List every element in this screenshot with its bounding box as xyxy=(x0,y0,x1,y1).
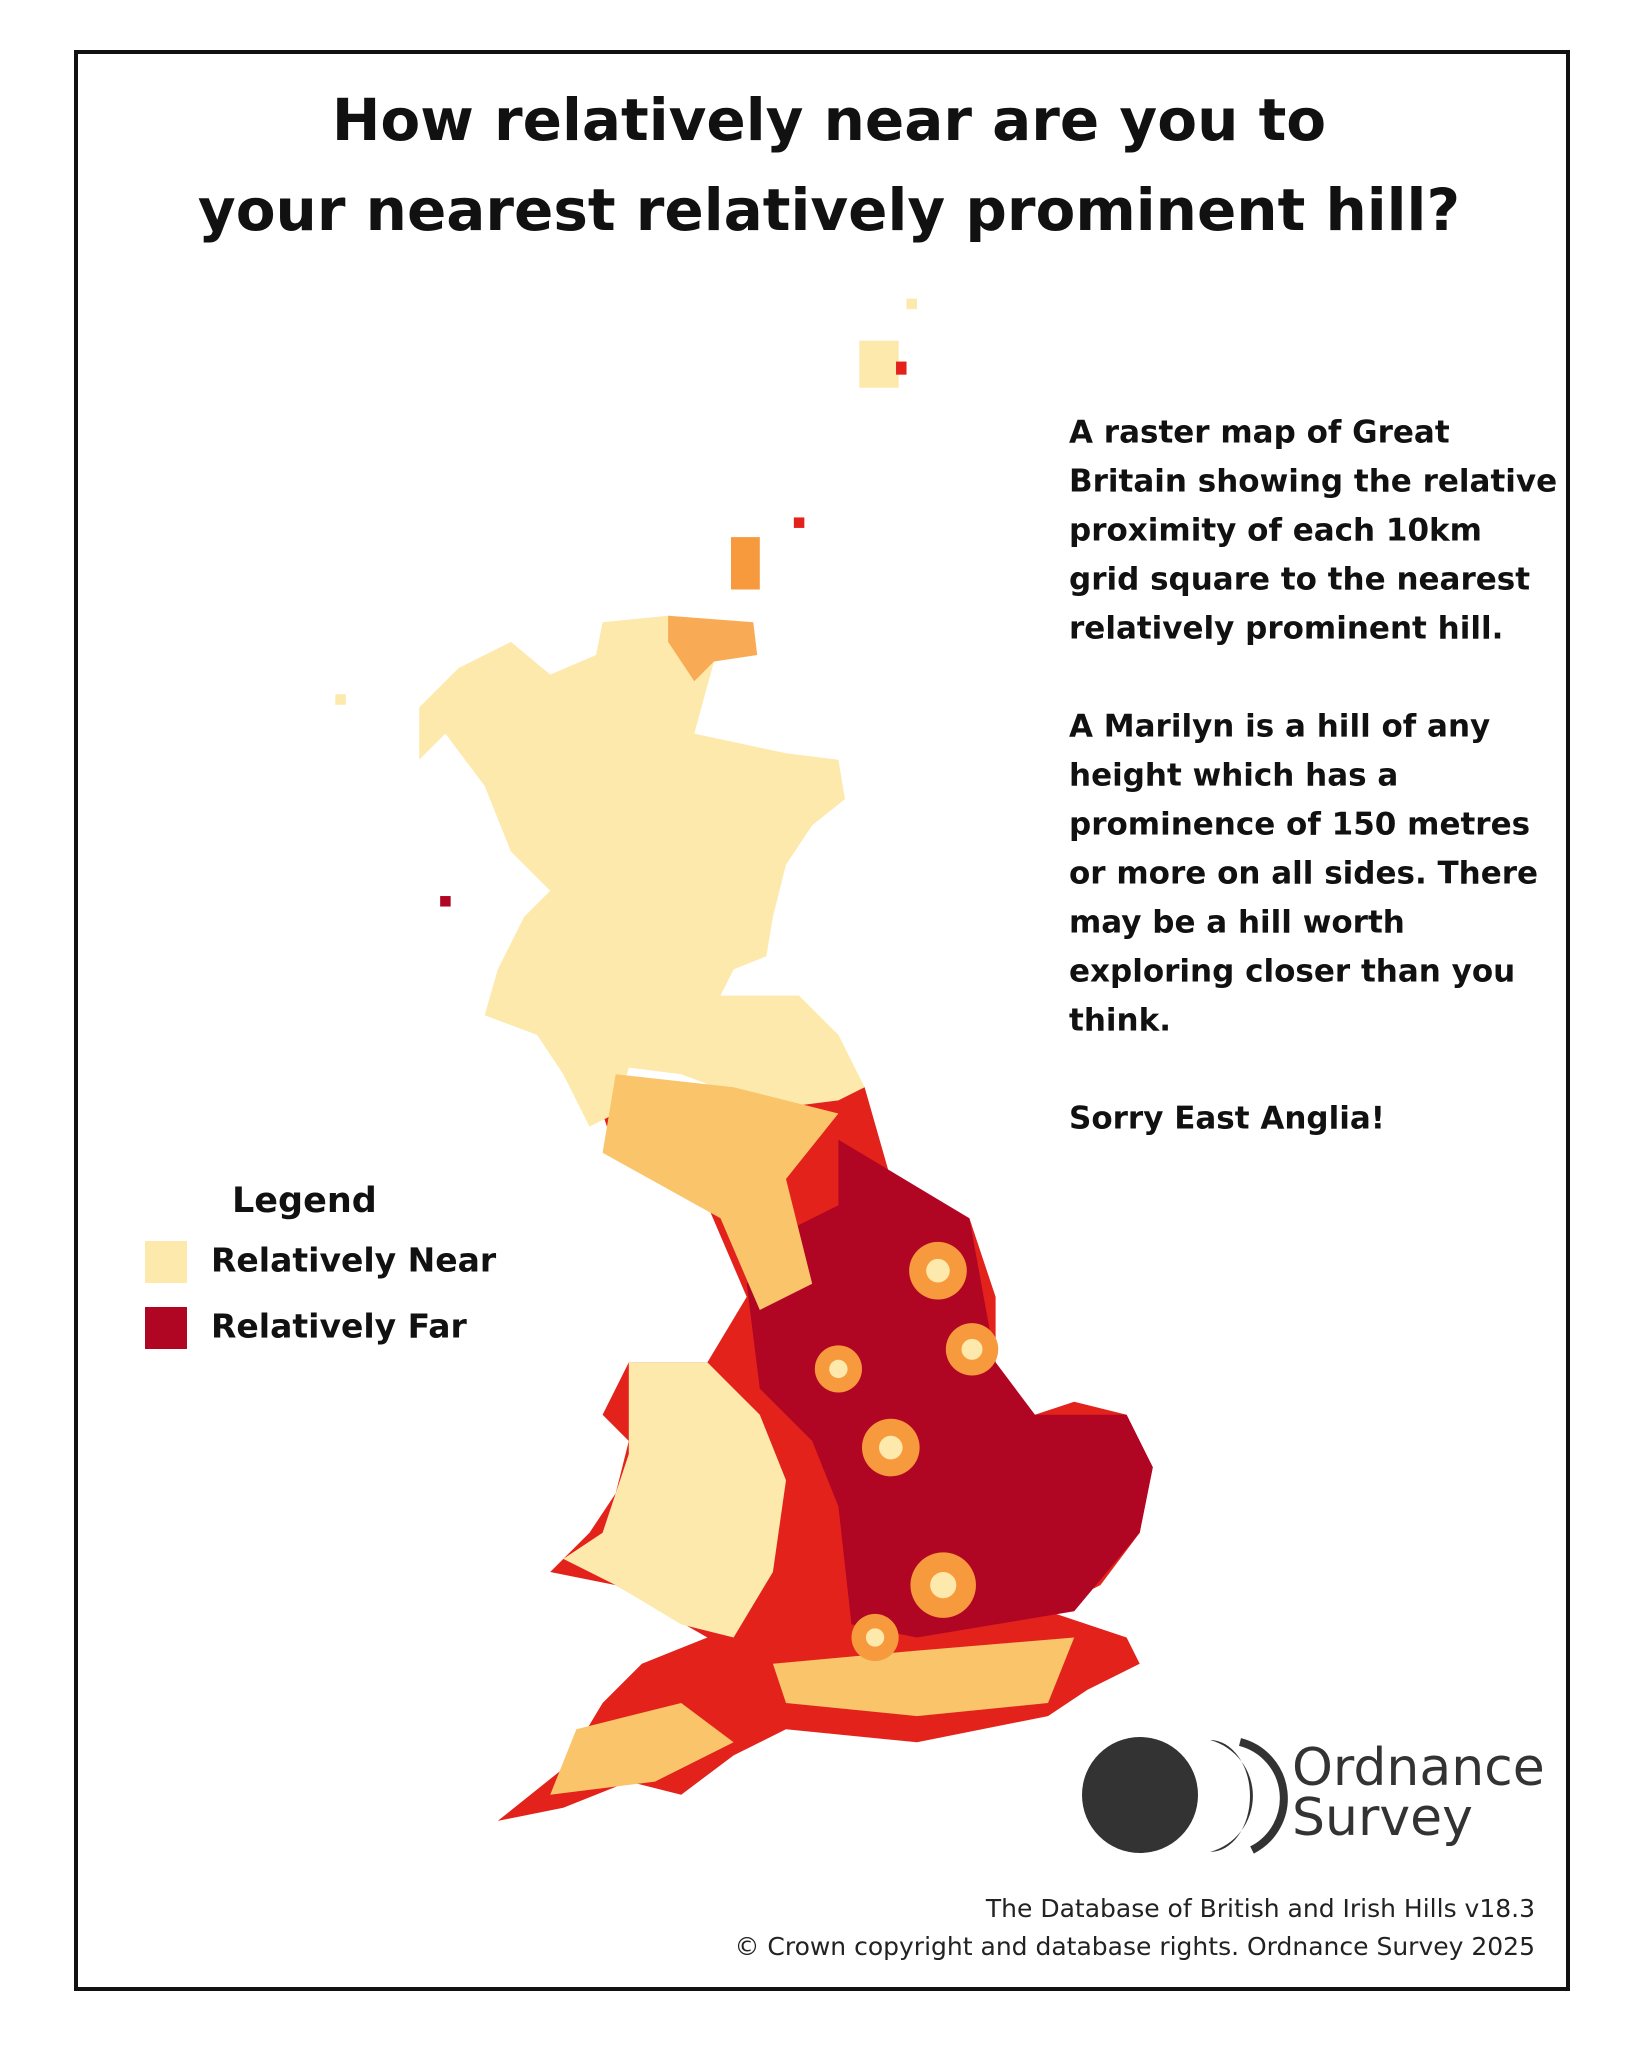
footer-line: © Crown copyright and database rights. O… xyxy=(734,1932,1535,1961)
legend-title: Legend xyxy=(232,1181,377,1221)
map-region xyxy=(550,1702,734,1795)
map-region xyxy=(746,1139,1153,1638)
description-line: Britain showing the relative xyxy=(1069,464,1557,500)
islands xyxy=(335,298,917,907)
description-line: proximity of each 10km xyxy=(1069,513,1482,549)
logo-text: Survey xyxy=(1292,1788,1473,1848)
footer-line: The Database of British and Irish Hills … xyxy=(985,1894,1535,1923)
description-line: Sorry East Anglia! xyxy=(1069,1101,1385,1137)
description-line: exploring closer than you xyxy=(1069,954,1515,990)
description-line: height which has a xyxy=(1069,758,1398,794)
title-line: your nearest relatively prominent hill? xyxy=(198,176,1460,244)
legend-label: Relatively Near xyxy=(211,1241,497,1280)
description-line: grid square to the nearest xyxy=(1069,562,1530,598)
title-line: How relatively near are you to xyxy=(332,86,1326,154)
map-region xyxy=(668,615,758,682)
legend-label: Relatively Far xyxy=(211,1307,468,1346)
description-line: A Marilyn is a hill of any xyxy=(1069,709,1490,745)
map-region xyxy=(772,1637,1075,1717)
logo-text: Ordnance xyxy=(1292,1738,1545,1798)
map-region xyxy=(419,615,865,1127)
raster-map xyxy=(335,298,1153,1821)
description-line: think. xyxy=(1069,1003,1171,1039)
map-region xyxy=(563,1362,786,1638)
logo-mark xyxy=(1082,1737,1288,1854)
description-line: or more on all sides. There xyxy=(1069,856,1538,892)
map-region xyxy=(602,1074,839,1310)
description-line: relatively prominent hill. xyxy=(1069,611,1503,647)
description-line: prominence of 150 metres xyxy=(1069,807,1530,843)
legend-swatch xyxy=(145,1241,187,1283)
description-line: A raster map of Great xyxy=(1069,415,1450,451)
city-cores xyxy=(829,1258,983,1647)
legend-swatch xyxy=(145,1307,187,1349)
description-line: may be a hill worth xyxy=(1069,905,1405,941)
